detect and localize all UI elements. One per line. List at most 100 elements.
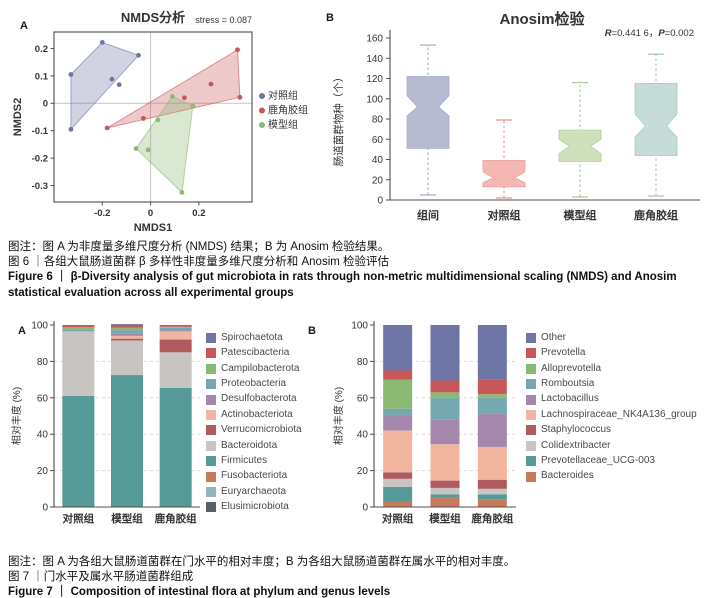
- y-tick-label: 100: [351, 320, 368, 331]
- data-point: [136, 52, 141, 58]
- legend-label: Lactobacillus: [541, 393, 599, 405]
- legend-swatch: [526, 394, 536, 405]
- nmds-panel: A -0.2 0 0.2 0.2 0.1 0 -0.1 -0.2 -0.3 NMDS分析 stres…: [8, 6, 326, 238]
- y-tick-label: 140: [366, 54, 383, 65]
- bar-segment: [159, 330, 192, 332]
- bar-segment: [383, 370, 413, 380]
- legend-label: Prevotella: [541, 347, 586, 359]
- figure7-caption-en: Figure 7 ｜ Composition of intestinal flo…: [8, 586, 391, 598]
- plot-border: [53, 31, 253, 203]
- panel-a-label: A: [18, 324, 26, 337]
- y-axis-label: NMDS2: [12, 98, 24, 137]
- anosim-chart: 0 20 40 60 80 100 120 140 160 组间 对照组 模型组 鹿角胶组 Anosim检…: [332, 10, 700, 222]
- y-tick-label: 60: [357, 393, 369, 404]
- phylum-stacked-bar-chart: 对照组 模型组 鹿角胶组 0 20 40 60 80 100 相对丰度 (%): [10, 320, 200, 525]
- bar-segment: [383, 486, 413, 502]
- bar-segment: [477, 488, 507, 494]
- y-tick-label: 0.2: [35, 44, 48, 55]
- y-tick-label: 80: [357, 357, 369, 368]
- legend-swatch: [206, 379, 216, 390]
- y-tick-label: 40: [372, 155, 384, 166]
- legend-swatch: [526, 379, 536, 390]
- data-point: [145, 147, 151, 153]
- legend-item: Bacteroides: [526, 469, 712, 483]
- bar-segment: [62, 395, 95, 507]
- chart-title: NMDS分析: [121, 10, 185, 25]
- bar-segment: [383, 501, 413, 507]
- data-point: [109, 76, 115, 82]
- legend-label: Other: [541, 331, 567, 343]
- bar-segment: [111, 330, 143, 333]
- r-p-annotation: R=0.441 6，P=0.002: [605, 28, 694, 39]
- legend-marker: [259, 122, 265, 128]
- y-tick-label: 100: [366, 94, 383, 105]
- bar-segment: [111, 340, 143, 375]
- bar-segment: [159, 351, 192, 388]
- data-point: [169, 94, 175, 99]
- figure6-caption-cn: 图 6 ｜各组大鼠肠道菌群 β 多样性非度量多维尺度分析和 Anosim 检验评…: [8, 256, 390, 269]
- data-point: [237, 94, 243, 100]
- legend-item: Fusobacteriota: [206, 469, 328, 483]
- legend-swatch: [206, 456, 216, 467]
- data-point: [116, 82, 122, 88]
- category-label: 对照组: [382, 512, 414, 525]
- data-point: [140, 115, 146, 121]
- legend-label: 对照组: [268, 89, 298, 102]
- data-point: [155, 117, 161, 123]
- legend-item: Desulfobacterota: [206, 392, 328, 406]
- figure6-caption-en: Figure 6 ｜ β-Diversity analysis of gut m…: [8, 271, 677, 299]
- bar-segment: [62, 324, 95, 327]
- data-point: [235, 47, 240, 53]
- y-tick-label: -0.2: [32, 154, 48, 165]
- y-tick-label: 80: [37, 357, 49, 368]
- legend-swatch: [206, 363, 216, 374]
- bar-segment: [430, 392, 460, 398]
- figure6-panels: A -0.2 0 0.2 0.2 0.1 0 -0.1 -0.2 -0.3 NMDS分析 stres…: [8, 6, 712, 238]
- x-tick-label: -0.2: [94, 208, 110, 219]
- bar-segment: [383, 408, 413, 416]
- y-tick-label: 60: [37, 393, 49, 404]
- figure7-captions: 图注：图 A 为各组大鼠肠道菌群在门水平的相对丰度；B 为各组大鼠肠道菌群在属水…: [8, 555, 712, 598]
- bar-segment: [430, 487, 460, 494]
- data-point: [181, 95, 187, 101]
- x-axis-label: NMDS1: [134, 222, 173, 234]
- legend-item: Lachnospiraceae_NK4A136_group: [526, 408, 712, 422]
- legend-label: Alloprevotella: [541, 362, 602, 374]
- legend-item: Verrucomicrobiota: [206, 423, 328, 437]
- bar-segment: [62, 331, 95, 396]
- legend-swatch: [206, 409, 216, 420]
- legend-item: Prevotella: [526, 346, 712, 360]
- category-label: 模型组: [564, 208, 597, 222]
- y-tick-label: 40: [37, 429, 49, 440]
- legend-item: Spirochaetota: [206, 331, 328, 345]
- legend-marker: [259, 93, 265, 99]
- legend-item: Campilobacterota: [206, 362, 328, 376]
- legend-label: Proteobacteria: [221, 377, 287, 389]
- legend-item: Euryarchaeota: [206, 485, 328, 499]
- bar-segment: [111, 323, 143, 325]
- bar-segment: [111, 338, 143, 341]
- bar-segment: [477, 324, 507, 380]
- legend-label: Lachnospiraceae_NK4A136_group: [541, 408, 697, 420]
- y-tick-label: 80: [372, 115, 384, 126]
- legend-label: Actinobacteriota: [221, 408, 293, 420]
- bar-segment: [477, 493, 507, 500]
- legend-label: Campilobacterota: [221, 362, 300, 374]
- bar-segment: [383, 324, 413, 371]
- legend-label: Staphylococcus: [541, 424, 612, 436]
- legend-item: Romboutsia: [526, 377, 712, 391]
- y-tick-label: 0: [42, 502, 48, 513]
- notched-box: [406, 76, 450, 149]
- legend-item: Actinobacteriota: [206, 408, 328, 422]
- data-point: [190, 103, 196, 109]
- legend-label: Spirochaetota: [221, 331, 283, 343]
- bar-segment: [111, 335, 143, 339]
- figure6-captions: 图注：图 A 为非度量多维尺度分析 (NMDS) 结果；B 为 Anosim 检…: [8, 240, 712, 301]
- legend-swatch: [526, 456, 536, 467]
- anosim-panel: B 0 20 40 60 80 100 120 140 160 组间 对照组 模型组 鹿角胶组 Anosi…: [326, 6, 720, 238]
- panel-a-label: A: [20, 20, 28, 32]
- bar-segment: [159, 339, 192, 352]
- legend-item: Lactobacillus: [526, 392, 712, 406]
- data-point: [179, 190, 185, 195]
- nmds-chart: -0.2 0 0.2 0.2 0.1 0 -0.1 -0.2 -0.3 NMDS分析 stress …: [12, 10, 308, 234]
